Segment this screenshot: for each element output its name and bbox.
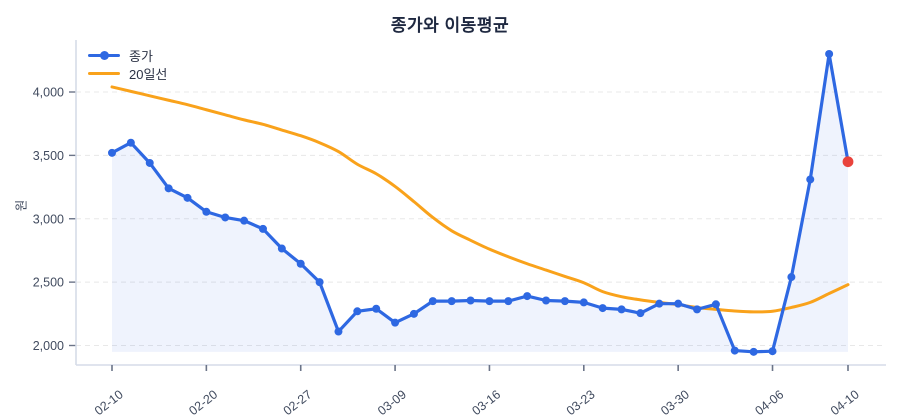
legend-label-ma20: 20일선 xyxy=(129,67,168,82)
close-point-marker xyxy=(674,299,683,308)
legend: 종가 20일선 xyxy=(88,48,168,82)
last-point-marker xyxy=(842,156,854,168)
y-tick-label: 2,000 xyxy=(33,339,64,353)
close-point-marker xyxy=(787,273,796,282)
close-point-marker xyxy=(372,304,381,313)
x-tick-label: 03-23 xyxy=(564,387,598,418)
close-point-marker xyxy=(126,138,135,147)
x-tick-label: 02-20 xyxy=(186,387,220,418)
close-point-marker xyxy=(711,300,720,309)
y-tick-label: 4,000 xyxy=(33,86,64,100)
y-tick-label: 2,500 xyxy=(33,276,64,290)
close-point-marker xyxy=(636,309,645,318)
x-tick-label: 02-10 xyxy=(92,387,126,418)
close-point-marker xyxy=(579,298,588,307)
close-point-marker xyxy=(560,297,569,306)
legend-label-close: 종가 xyxy=(129,49,153,64)
close-point-marker xyxy=(145,158,154,167)
close-point-marker xyxy=(730,346,739,355)
x-tick-label: 02-27 xyxy=(281,387,315,418)
close-point-marker xyxy=(504,297,513,306)
legend-item-ma20: 20일선 xyxy=(88,66,168,82)
close-point-marker xyxy=(164,184,173,193)
close-point-marker xyxy=(391,318,400,327)
close-point-marker xyxy=(221,213,230,222)
close-point-marker xyxy=(183,193,192,202)
close-point-marker xyxy=(598,304,607,313)
close-point-marker xyxy=(353,307,362,316)
chart-title: 종가와 이동평균 xyxy=(390,16,510,35)
close-line xyxy=(110,52,850,354)
close-area-fill xyxy=(112,53,848,352)
close-point-marker xyxy=(617,305,626,314)
close-point-marker xyxy=(277,244,286,253)
x-tick-label: 03-30 xyxy=(658,387,692,418)
close-marker-icon xyxy=(100,51,109,60)
close-point-marker xyxy=(409,309,418,318)
close-point-marker xyxy=(655,299,664,308)
close-point-marker xyxy=(749,347,758,356)
close-point-marker xyxy=(296,259,305,268)
close-point-marker xyxy=(485,297,494,306)
close-point-marker xyxy=(693,305,702,314)
close-point-marker xyxy=(315,278,324,287)
close-point-marker xyxy=(523,292,532,301)
close-point-marker xyxy=(447,297,456,306)
x-tick-label: 03-16 xyxy=(469,387,503,418)
close-point-marker xyxy=(825,49,834,58)
close-point-marker xyxy=(334,327,343,336)
x-tick-label: 04-10 xyxy=(828,387,862,418)
close-line-swatch xyxy=(88,51,120,60)
close-point-marker xyxy=(258,224,267,233)
close-point-marker xyxy=(108,148,116,157)
close-point-marker xyxy=(542,296,551,305)
close-point-marker xyxy=(806,175,815,184)
close-point-marker xyxy=(466,296,475,305)
x-tick-label: 03-09 xyxy=(375,387,409,418)
close-point-marker xyxy=(202,207,211,216)
close-point-marker xyxy=(428,297,437,306)
y-tick-label: 3,500 xyxy=(33,149,64,163)
x-tick-label: 04-06 xyxy=(753,387,787,418)
legend-item-close: 종가 xyxy=(88,48,167,64)
y-tick-label: 3,000 xyxy=(33,212,64,226)
y-axis-title: 원 xyxy=(14,199,29,212)
close-point-marker xyxy=(240,216,249,225)
ma20-line-swatch xyxy=(88,72,120,75)
close-point-marker xyxy=(768,347,777,356)
ma20-line xyxy=(110,85,850,314)
